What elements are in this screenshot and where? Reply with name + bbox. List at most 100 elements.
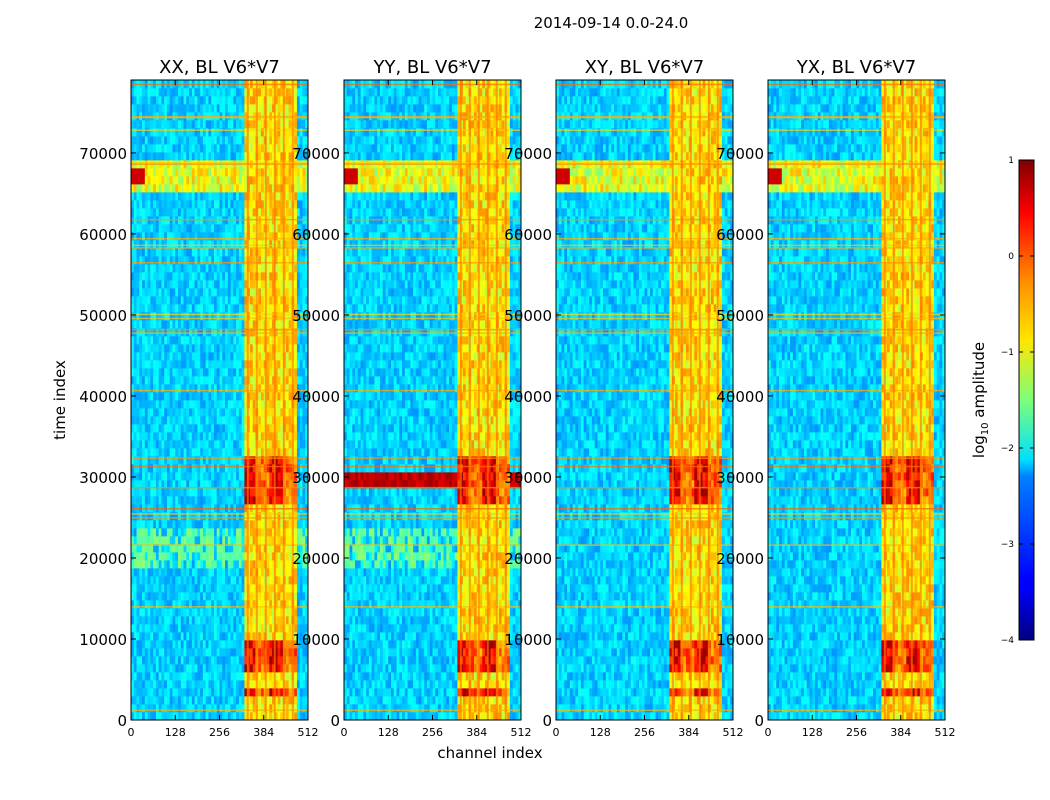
- heatmap-cell: [194, 480, 198, 489]
- heatmap-cell: [294, 288, 298, 297]
- heatmap-cell: [260, 280, 265, 289]
- heatmap-cell: [208, 568, 212, 577]
- heatmap-cell: [272, 512, 276, 521]
- heatmap-cell: [197, 664, 201, 673]
- heatmap-cell: [272, 528, 276, 537]
- heatmap-cell: [205, 688, 209, 697]
- heatmap-cell: [211, 96, 215, 105]
- heatmap-cell: [166, 352, 171, 361]
- heatmap-cell: [161, 272, 165, 281]
- heatmap-cell: [186, 408, 190, 417]
- heatmap-cell: [166, 616, 171, 625]
- heatmap-cell: [288, 496, 292, 505]
- heatmap-cell: [252, 616, 256, 625]
- heatmap-cell: [272, 96, 276, 105]
- heatmap-cell: [180, 120, 184, 129]
- heatmap-cell: [172, 272, 176, 281]
- heatmap-cell: [144, 464, 148, 473]
- heatmap-cell: [194, 680, 198, 689]
- heatmap-cell: [238, 656, 242, 665]
- heatmap-cell: [142, 576, 146, 585]
- heatmap-cell: [272, 256, 276, 265]
- heatmap-cell: [166, 448, 171, 457]
- heatmap-cell: [227, 264, 231, 273]
- heatmap-cell: [183, 536, 187, 545]
- heatmap-cell: [194, 304, 198, 313]
- heatmap-cell: [147, 408, 151, 417]
- heatmap-cell: [139, 432, 143, 441]
- heatmap-cell: [305, 336, 309, 345]
- heatmap-cell: [161, 560, 165, 569]
- heatmap-cell: [236, 600, 240, 609]
- heatmap-cell: [142, 384, 146, 393]
- heatmap-cell: [144, 184, 148, 193]
- heatmap-cell: [175, 472, 179, 481]
- heatmap-cell: [164, 544, 168, 553]
- heatmap-cell: [266, 360, 270, 369]
- heatmap-cell: [202, 168, 207, 177]
- heatmap-cell: [155, 200, 160, 209]
- heatmap-cell: [236, 664, 240, 673]
- heatmap-cell: [183, 592, 187, 601]
- heatmap-cell: [227, 576, 231, 585]
- heatmap-cell: [172, 328, 176, 337]
- heatmap-cell: [305, 712, 309, 721]
- heatmap-cell: [302, 104, 306, 113]
- heatmap-cell: [299, 712, 303, 721]
- heatmap-cell: [200, 240, 204, 249]
- heatmap-cell: [147, 520, 151, 529]
- heatmap-cell: [305, 280, 309, 289]
- heatmap-cell: [219, 304, 223, 313]
- heatmap-cell: [133, 296, 137, 305]
- heatmap-cell: [277, 192, 281, 201]
- heatmap-cell: [139, 136, 143, 145]
- heatmap-cell: [211, 512, 215, 521]
- heatmap-cell: [216, 376, 220, 385]
- heatmap-cell: [274, 264, 278, 273]
- heatmap-cell: [260, 312, 265, 321]
- heatmap-cell: [197, 392, 201, 401]
- heatmap-cell: [299, 624, 303, 633]
- heatmap-cell: [280, 664, 284, 673]
- heatmap-cell: [161, 264, 165, 273]
- heatmap-cell: [305, 232, 309, 241]
- heatmap-cell: [277, 456, 281, 465]
- heatmap-cell: [205, 592, 209, 601]
- heatmap-cell: [296, 536, 301, 545]
- heatmap-cell: [183, 568, 187, 577]
- heatmap-cell: [285, 408, 289, 417]
- heatmap-cell: [147, 320, 151, 329]
- heatmap-cell: [189, 624, 193, 633]
- heatmap-cell: [208, 336, 212, 345]
- heatmap-cell: [150, 448, 154, 457]
- heatmap-cell: [213, 528, 218, 537]
- heatmap-cell: [285, 600, 289, 609]
- heatmap-cell: [133, 560, 137, 569]
- heatmap-cell: [236, 224, 240, 233]
- heatmap-cell: [236, 328, 240, 337]
- heatmap-cell: [205, 368, 209, 377]
- heatmap-cell: [155, 208, 160, 217]
- heatmap-cell: [252, 520, 256, 529]
- heatmap-cell: [216, 128, 220, 137]
- heatmap-cell: [249, 496, 254, 505]
- heatmap-cell: [277, 360, 281, 369]
- heatmap-cell: [227, 712, 231, 721]
- heatmap-cell: [189, 320, 193, 329]
- heatmap-cell: [153, 608, 157, 617]
- heatmap-cell: [236, 264, 240, 273]
- heatmap-cell: [225, 640, 229, 649]
- heatmap-cell: [183, 344, 187, 353]
- heatmap-cell: [249, 480, 254, 489]
- heatmap-cell: [144, 584, 148, 593]
- heatmap-cell: [280, 104, 284, 113]
- heatmap-cell: [131, 576, 135, 585]
- heatmap-cell: [153, 392, 157, 401]
- heatmap-cell: [260, 208, 265, 217]
- heatmap-cell: [288, 192, 292, 201]
- heatmap-cell: [305, 416, 309, 425]
- heatmap-cell: [249, 232, 254, 241]
- heatmap-cell: [227, 656, 231, 665]
- heatmap-cell: [252, 632, 256, 641]
- heatmap-cell: [241, 344, 245, 353]
